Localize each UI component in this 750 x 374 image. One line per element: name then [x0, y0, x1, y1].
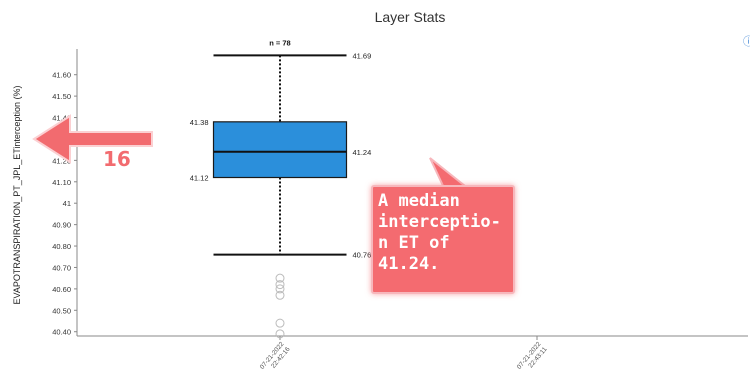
annotation-arrow — [32, 114, 153, 164]
y-tick-label: 41.20 — [52, 156, 71, 165]
box-plot: 41.69 41.38 41.24 41.12 40.76 n = 78 — [190, 38, 372, 339]
q3-label: 41.38 — [190, 118, 209, 127]
y-tick-labels: 41.6041.5041.4041.3041.2041.104140.9040.… — [52, 71, 77, 337]
page-title: Layer Stats — [374, 9, 446, 25]
whisker-low-label: 40.76 — [353, 251, 372, 260]
outlier-point — [275, 273, 285, 283]
median-label: 41.24 — [353, 148, 372, 157]
y-tick-label: 41 — [63, 199, 71, 208]
y-tick-label: 41.60 — [52, 71, 71, 80]
outlier-point — [275, 280, 285, 290]
outlier-point — [275, 329, 285, 339]
whisker-high-label: 41.69 — [353, 51, 372, 60]
info-icon[interactable]: ⓘ — [743, 35, 750, 48]
y-axis-label: EVAPOTRANSPIRATION_PT_JPL_ETinterception… — [12, 85, 22, 305]
interquartile-box — [212, 121, 348, 179]
y-tick-label: 40.80 — [52, 242, 71, 251]
y-tick-label: 40.90 — [52, 221, 71, 230]
y-tick-label: 40.70 — [52, 263, 71, 272]
y-tick-label: 40.60 — [52, 285, 71, 294]
y-tick-label: 40.40 — [52, 328, 71, 337]
y-tick-label: 41.50 — [52, 92, 71, 101]
q1-label: 41.12 — [190, 174, 209, 183]
step-number: 16 — [103, 147, 131, 171]
y-tick-label: 41.10 — [52, 178, 71, 187]
outlier-point — [275, 318, 285, 328]
y-tick-label: 41.40 — [52, 114, 71, 123]
arrow-shape — [32, 114, 153, 164]
outlier-point — [275, 290, 285, 300]
y-tick-label: 40.50 — [52, 306, 71, 315]
callout-box — [371, 185, 515, 294]
n-count-label: n = 78 — [269, 38, 290, 47]
outlier-point — [275, 284, 285, 294]
chart-axes — [76, 49, 748, 337]
callout-text: A median interceptio- n ET of 41.24. — [378, 191, 501, 274]
